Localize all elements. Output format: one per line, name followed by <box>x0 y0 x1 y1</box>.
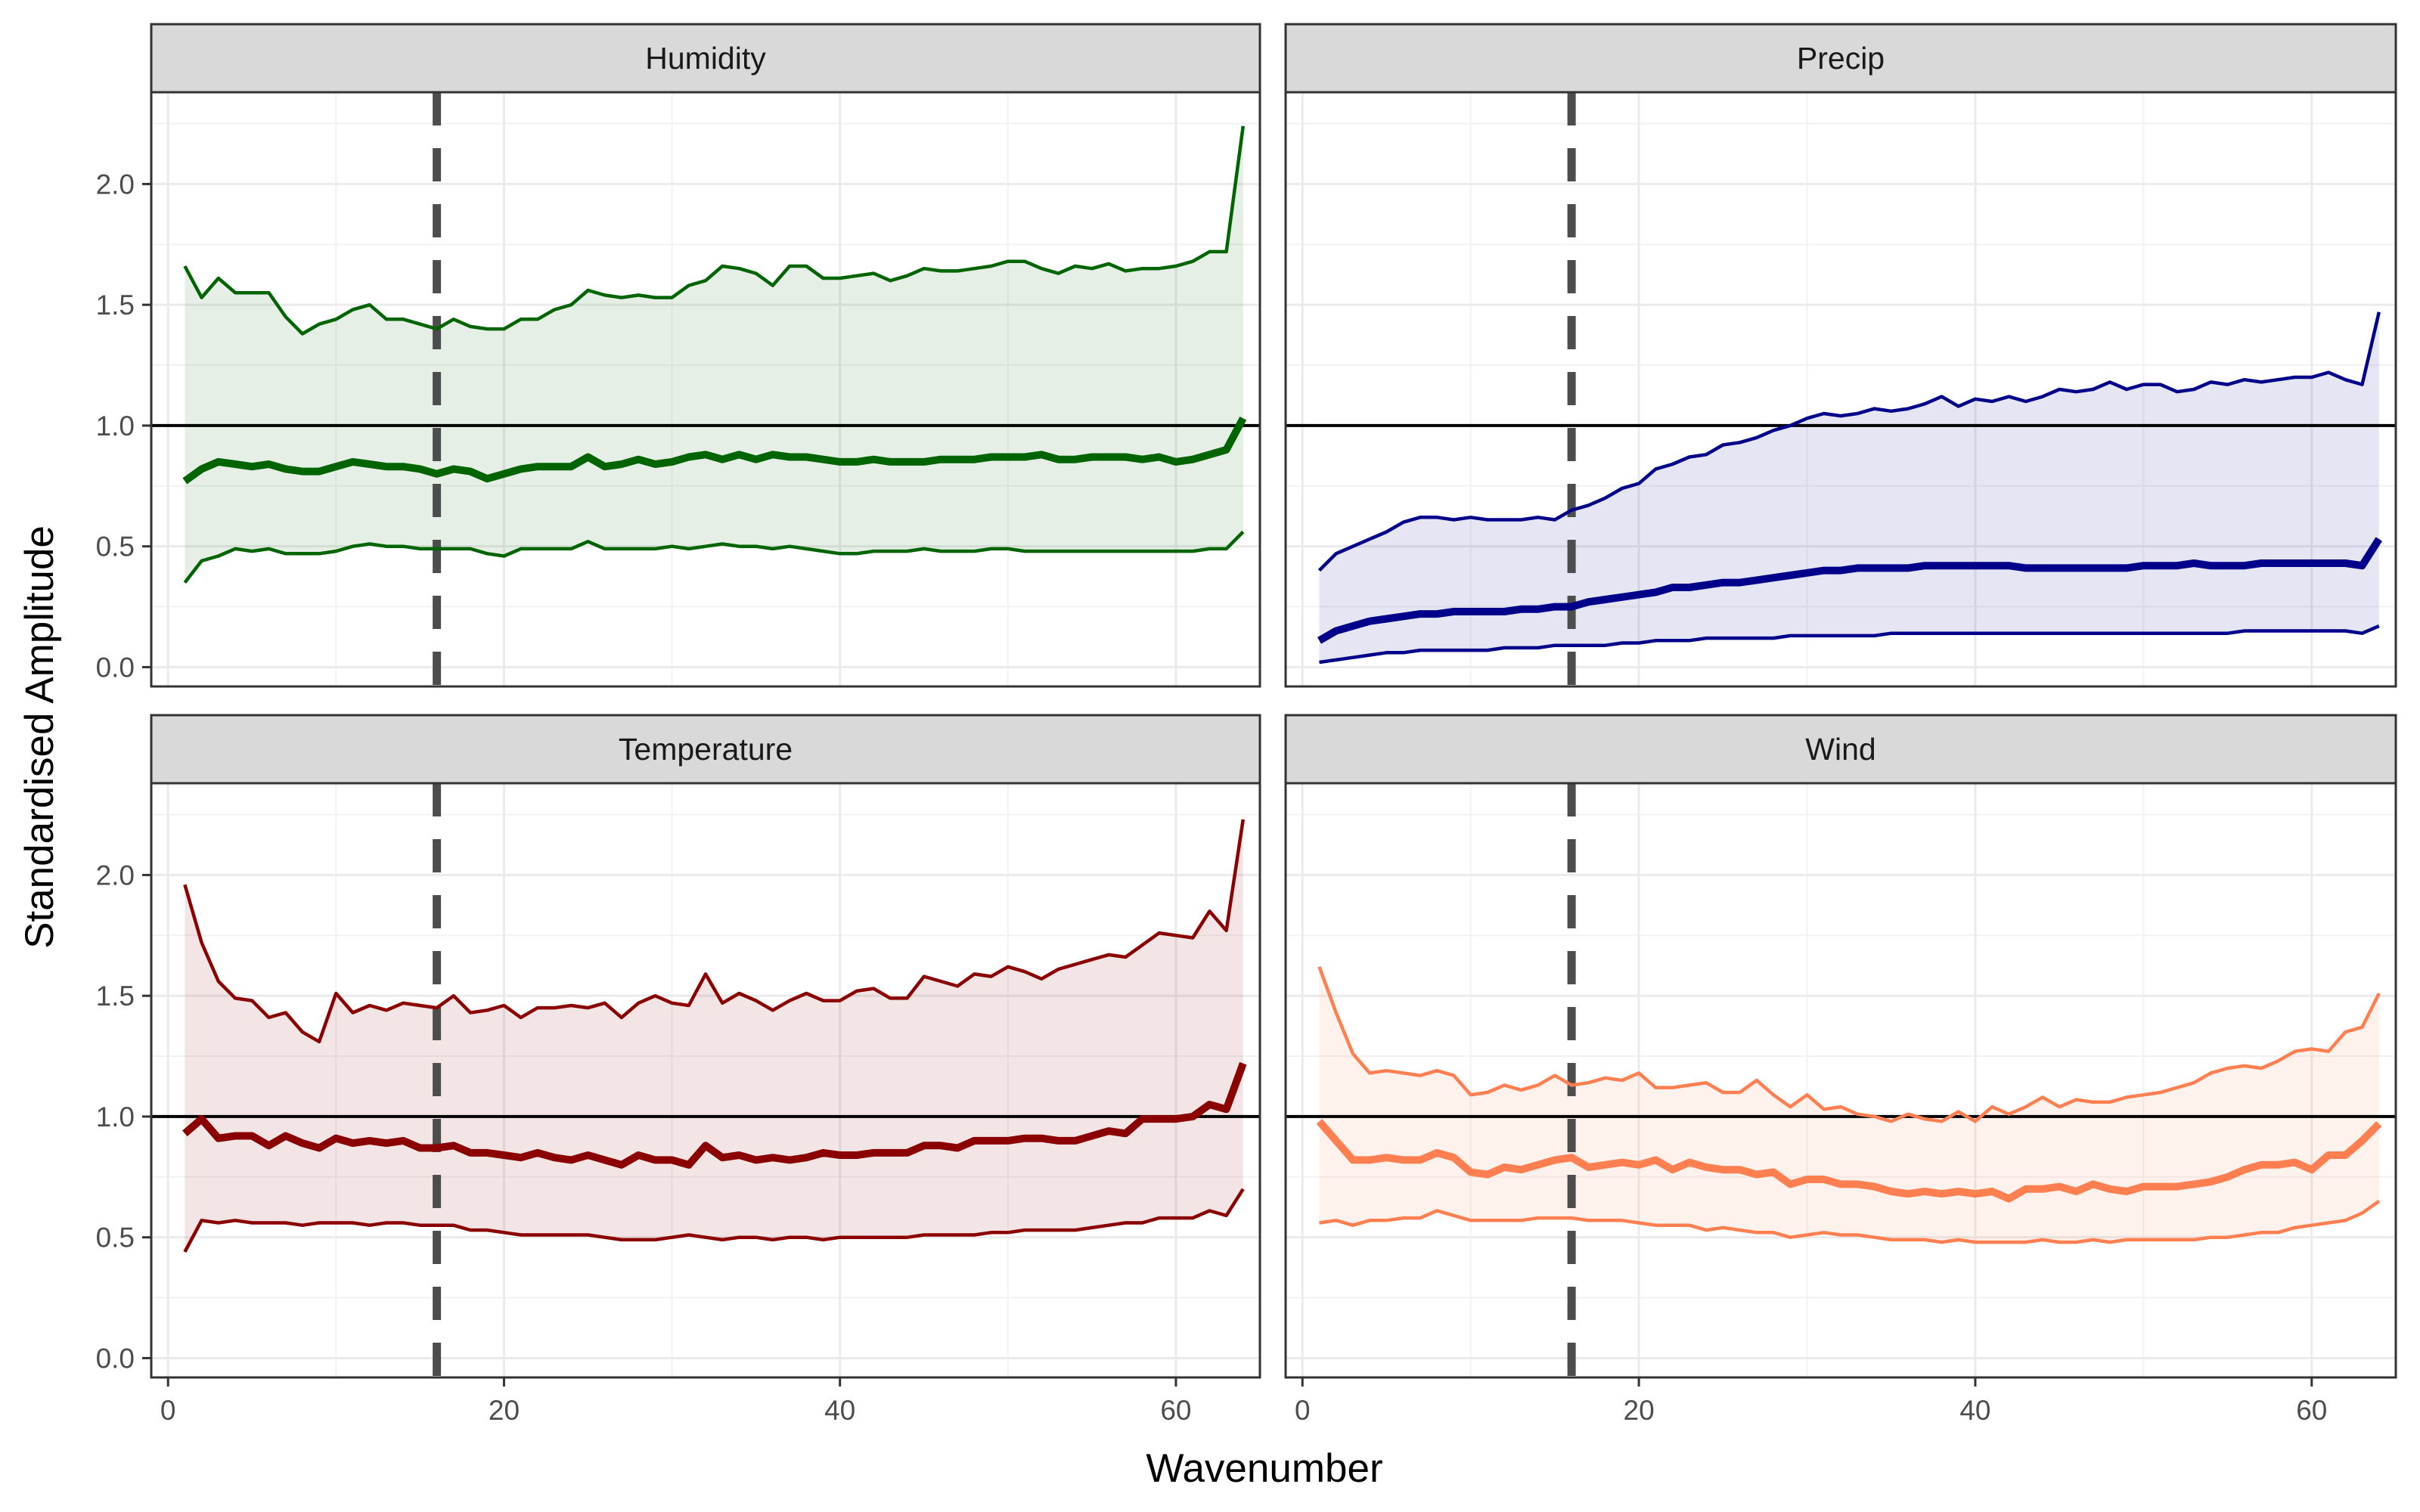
strip-label-humidity: Humidity <box>645 41 766 76</box>
strip-label-temperature: Temperature <box>619 732 793 767</box>
ribbon-precip <box>1319 311 2379 662</box>
x-tick-label: 40 <box>824 1395 855 1426</box>
y-tick-label: 0.5 <box>96 531 135 562</box>
line-upper-precip <box>1317 311 2381 572</box>
line-upper-humidity <box>183 125 1246 336</box>
panel-wind: Wind 0 20 40 60 <box>1284 714 2397 1426</box>
x-tick-label: 40 <box>1959 1395 1990 1426</box>
x-tick-label: 60 <box>2296 1395 2327 1426</box>
chart-panels: Humidity 0.0 0.5 1.0 1.5 2.0 Precip Temperature… <box>96 23 2397 1426</box>
line-lower-temperature <box>183 1188 1245 1253</box>
x-tick-label: 0 <box>160 1395 176 1426</box>
line-median-wind <box>1316 1119 2382 1203</box>
y-tick-label: 0.0 <box>96 652 135 683</box>
y-tick-label: 1.5 <box>96 981 135 1012</box>
line-median-humidity <box>182 416 1247 485</box>
strip-humidity <box>150 23 1261 94</box>
line-median-temperature <box>182 1061 1247 1169</box>
strip-temperature <box>150 714 1261 785</box>
strip-wind <box>1284 714 2397 785</box>
line-lower-humidity <box>183 530 1245 584</box>
y-tick-label: 1.0 <box>96 411 135 442</box>
line-upper-wind <box>1317 966 2381 1123</box>
x-tick-label: 20 <box>489 1395 520 1426</box>
panel-precip: Precip <box>1284 23 2397 688</box>
strip-label-precip: Precip <box>1797 41 1885 76</box>
x-tick-label: 60 <box>1160 1395 1191 1426</box>
panel-humidity: Humidity 0.0 0.5 1.0 1.5 2.0 <box>96 23 1261 688</box>
y-tick-label: 0.0 <box>96 1343 135 1374</box>
line-lower-wind <box>1319 1199 2381 1244</box>
x-tick-label: 20 <box>1624 1395 1655 1426</box>
y-tick-label: 2.0 <box>96 860 135 891</box>
line-lower-precip <box>1319 624 2380 665</box>
ribbon-wind <box>1319 966 2379 1243</box>
strip-precip <box>1284 23 2397 94</box>
strip-label-wind: Wind <box>1805 732 1876 767</box>
x-axis-title: Wavenumber <box>1146 1446 1382 1491</box>
y-tick-label: 1.5 <box>96 290 135 321</box>
y-tick-label: 0.5 <box>96 1222 135 1253</box>
y-tick-label: 1.0 <box>96 1101 135 1132</box>
y-axis-title: Standardised Amplitude <box>17 525 62 949</box>
x-tick-label: 0 <box>1295 1395 1311 1426</box>
panel-temperature: Temperature 0.0 0.5 1.0 1.5 2.0 0 20 40 60 <box>96 714 1261 1426</box>
line-upper-temperature <box>183 819 1246 1044</box>
y-tick-label: 2.0 <box>96 169 135 200</box>
line-median-precip <box>1317 537 2383 644</box>
